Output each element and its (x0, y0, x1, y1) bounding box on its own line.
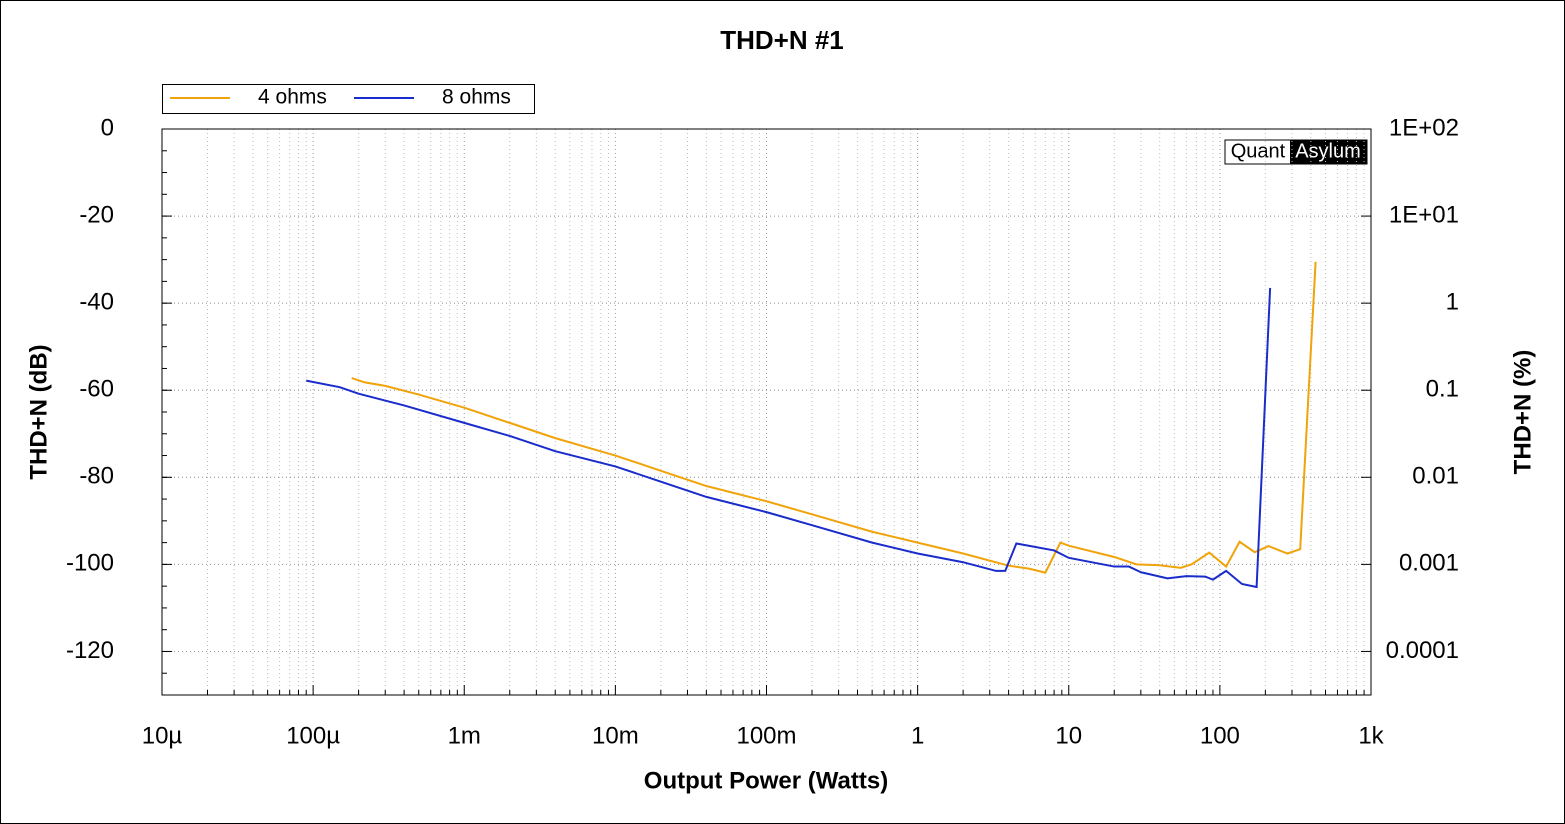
y-tick-label: -120 (66, 637, 114, 664)
y2-tick-label: 0.0001 (1386, 637, 1459, 664)
x-axis-label: Output Power (Watts) (644, 767, 888, 794)
series-line (306, 287, 1272, 589)
y-tick-label: -80 (79, 463, 114, 490)
watermark: Quant Asylum (1224, 139, 1368, 165)
y2-tick-label: 1E+02 (1389, 114, 1459, 141)
y-tick-label: -100 (66, 550, 114, 577)
series-line (351, 261, 1317, 574)
y2-tick-label: 0.001 (1399, 550, 1459, 577)
x-tick-label: 1k (1358, 722, 1384, 749)
y2-tick-label: 0.1 (1426, 376, 1459, 403)
y-tick-label: -20 (79, 201, 114, 228)
x-tick-label: 1m (448, 722, 481, 749)
y-tick-label: -40 (79, 288, 114, 315)
legend-label: 4 ohms (258, 86, 327, 109)
x-tick-label: 10m (592, 722, 639, 749)
y2-tick-label: 1E+01 (1389, 201, 1459, 228)
y-axis-label: THD+N (dB) (25, 344, 52, 479)
x-tick-label: 1 (911, 722, 924, 749)
y-tick-label: -60 (79, 376, 114, 403)
watermark-text: Asylum (1295, 140, 1361, 162)
y2-axis-label: THD+N (%) (1509, 350, 1536, 475)
x-tick-label: 100 (1200, 722, 1240, 749)
plot-area (161, 128, 1372, 696)
y2-tick-label: 0.01 (1412, 463, 1459, 490)
y2-tick-label: 1 (1446, 288, 1459, 315)
x-tick-label: 10µ (142, 722, 183, 749)
x-tick-label: 100µ (286, 722, 340, 749)
watermark-dark (1290, 140, 1367, 164)
chart-title: THD+N #1 (720, 25, 844, 55)
y-tick-label: 0 (101, 114, 114, 141)
watermark-text: Quant (1231, 140, 1286, 162)
legend-label: 8 ohms (442, 86, 511, 109)
x-tick-label: 10 (1055, 722, 1082, 749)
x-tick-label: 100m (736, 722, 796, 749)
